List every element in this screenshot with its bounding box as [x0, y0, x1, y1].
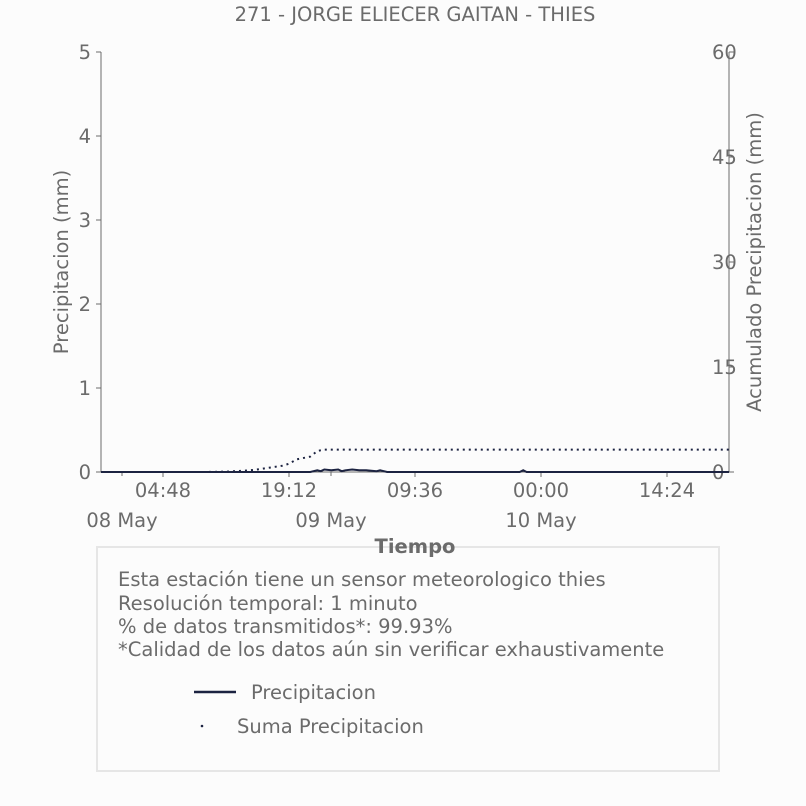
x-date-label: 10 May: [505, 509, 576, 532]
info-transmitted-text: % de datos transmitidos*: 99.93%: [118, 615, 453, 638]
precipitation-chart: 271 - JORGE ELIECER GAITAN - THIES 0 1 2…: [50, 3, 766, 532]
series-layer: [101, 448, 729, 473]
legend-dot-swatch: [200, 724, 204, 728]
y-right-tick-label: 30: [712, 251, 737, 274]
series-precipitacion: [101, 468, 729, 473]
x-axis-label: Tiempo: [375, 535, 456, 558]
info-sensor-text: Esta estación tiene un sensor meteorolog…: [118, 568, 606, 591]
legend-swatches: [194, 690, 236, 728]
info-quality-text: *Calidad de los datos aún sin verificar …: [118, 638, 665, 661]
y-right-tick-label: 45: [712, 146, 737, 169]
chart-title: 271 - JORGE ELIECER GAITAN - THIES: [235, 3, 596, 26]
y-right-tick-label: 15: [712, 356, 737, 379]
y-axis-label-left: Precipitacion (mm): [50, 170, 73, 354]
x-ticks: 04:48 19:12 09:36 00:00 14:24 08 May 09 …: [86, 472, 695, 532]
x-axis-title-layer: Tiempo: [375, 535, 456, 558]
y-ticks-right: 0 15 30 45 60: [712, 41, 737, 484]
legend-label-precipitacion: Precipitacion: [251, 681, 376, 704]
y-left-tick-label: 5: [79, 41, 91, 64]
x-date-label: 08 May: [86, 509, 157, 532]
x-date-label: 09 May: [295, 509, 366, 532]
info-box: Esta estación tiene un sensor meteorolog…: [96, 546, 720, 772]
y-left-tick-label: 3: [79, 209, 91, 232]
legend-label-suma: Suma Precipitacion: [237, 715, 424, 738]
y-ticks-left: 0 1 2 3 4 5: [79, 41, 101, 484]
x-tick-label: 19:12: [261, 479, 317, 502]
y-left-tick-label: 4: [79, 125, 91, 148]
y-left-tick-label: 0: [79, 461, 91, 484]
y-left-tick-label: 1: [79, 377, 91, 400]
y-axis-label-right: Acumulado Precipitacion (mm): [743, 112, 766, 412]
y-left-tick-label: 2: [79, 293, 91, 316]
y-right-tick-label: 60: [712, 41, 737, 64]
x-tick-label: 14:24: [639, 479, 695, 502]
info-resolution-text: Resolución temporal: 1 minuto: [118, 592, 418, 615]
x-tick-label: 04:48: [135, 479, 191, 502]
x-tick-label: 09:36: [387, 479, 443, 502]
x-tick-label: 00:00: [513, 479, 569, 502]
series-suma-precipitacion: [101, 448, 729, 473]
